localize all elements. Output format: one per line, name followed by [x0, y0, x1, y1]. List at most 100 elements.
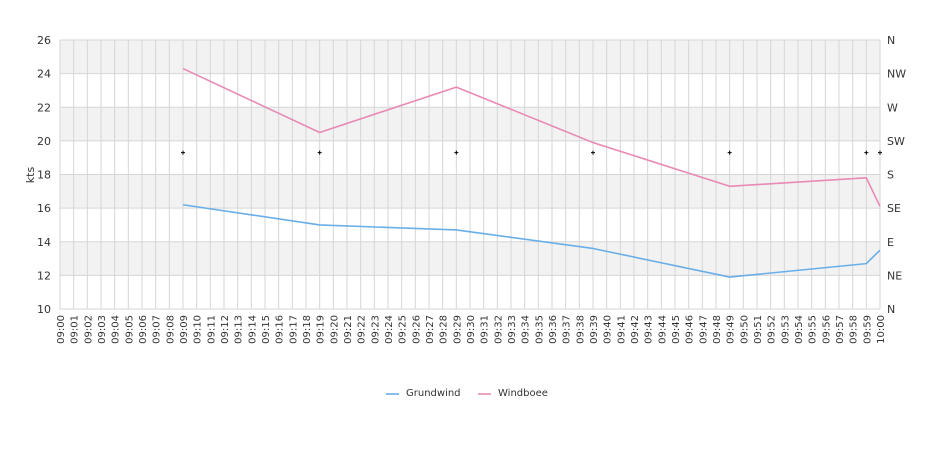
x-tick-label: 09:15 [261, 315, 272, 344]
direction-marker [181, 150, 185, 155]
x-tick-label: 09:07 [152, 315, 163, 344]
x-tick-label: 09:28 [439, 315, 450, 344]
x-tick-label: 09:13 [234, 315, 245, 344]
direction-marker [454, 150, 459, 155]
x-tick-label: 09:48 [712, 315, 723, 344]
x-tick-label: 09:47 [698, 315, 709, 344]
x-tick-label: 09:24 [384, 315, 395, 344]
x-tick-label: 09:56 [821, 315, 832, 344]
x-tick-label: 09:05 [124, 315, 135, 344]
x-axis-ticks: 09:00 09:01 09:02 09:03 09:04 09:05 09:06 09:07… [56, 315, 887, 344]
x-tick-label: 09:46 [685, 315, 696, 344]
series-line-grundwind [182, 203, 881, 278]
x-tick-label: 09:02 [83, 315, 94, 344]
x-tick-label: 09:16 [275, 315, 286, 344]
x-tick-label: 09:36 [548, 315, 559, 344]
direction-marker [317, 150, 322, 155]
y-tick-label: 20 [37, 135, 51, 148]
series-lines [182, 67, 881, 278]
x-tick-label: 09:50 [739, 315, 750, 344]
x-tick-label: 09:27 [425, 315, 436, 344]
x-tick-label: 09:14 [247, 315, 258, 344]
legend-label: Windboee [498, 388, 548, 399]
y-tick-label: 16 [37, 202, 51, 215]
x-tick-label: 09:30 [466, 315, 477, 344]
x-tick-label: 09:19 [316, 315, 327, 344]
x-tick-label: 09:06 [138, 315, 149, 344]
x-tick-label: 09:58 [849, 315, 860, 344]
x-tick-label: 09:25 [398, 315, 409, 344]
x-tick-label: 09:43 [644, 315, 655, 344]
x-tick-label: 09:53 [780, 315, 791, 344]
x-tick-label: 09:21 [343, 315, 354, 344]
x-tick-label: 09:51 [753, 315, 764, 344]
direction-marker [864, 150, 869, 155]
x-tick-label: 09:59 [862, 315, 873, 344]
x-tick-label: 09:32 [493, 315, 504, 344]
x-tick-label: 09:09 [179, 315, 190, 344]
x-tick-label: 09:44 [657, 315, 668, 344]
x-tick-label: 09:23 [370, 315, 381, 344]
x-tick-label: 09:55 [808, 315, 819, 344]
x-tick-label: 09:39 [589, 315, 600, 344]
x-tick-label: 09:54 [794, 315, 805, 344]
direction-marker [591, 150, 595, 155]
legend-item-grundwind[interactable]: Grundwind [386, 388, 461, 399]
x-tick-label: 09:11 [206, 315, 217, 344]
y2-tick-label: N [887, 34, 895, 47]
y2-tick-label: NW [887, 68, 906, 81]
y2-tick-label: S [887, 169, 894, 182]
series-line-windboee [182, 67, 881, 207]
x-tick-label: 09:38 [575, 315, 586, 344]
x-tick-label: 09:31 [480, 315, 491, 344]
y-tick-label: 14 [37, 236, 51, 249]
x-tick-label: 09:40 [603, 315, 614, 344]
y-tick-label: 18 [37, 169, 51, 182]
x-tick-label: 09:57 [835, 315, 846, 344]
y-tick-label: 22 [37, 101, 51, 114]
y2-tick-label: SE [887, 202, 901, 215]
y-axis-title: kts [24, 167, 37, 184]
direction-marker [727, 150, 732, 155]
x-tick-label: 09:34 [521, 315, 532, 344]
x-tick-label: 09:17 [288, 315, 299, 344]
x-tick-label: 10:00 [876, 315, 887, 344]
y2-tick-label: E [887, 236, 894, 249]
x-tick-label: 09:33 [507, 315, 518, 344]
x-tick-label: 09:04 [111, 315, 122, 344]
y2-tick-label: N [887, 303, 895, 316]
legend-item-windboee[interactable]: Windboee [478, 388, 548, 399]
x-tick-label: 09:00 [56, 315, 67, 344]
direction-marker [878, 150, 882, 155]
x-tick-label: 09:12 [220, 315, 231, 344]
y-tick-label: 10 [37, 303, 51, 316]
x-tick-label: 09:29 [452, 315, 463, 344]
y2-tick-label: SW [887, 135, 905, 148]
x-tick-label: 09:08 [165, 315, 176, 344]
y2-axis-ticks: N NE E SE S SW W NW N [887, 34, 906, 316]
legend-label: Grundwind [406, 388, 461, 399]
direction-markers [181, 150, 882, 155]
x-tick-label: 09:41 [616, 315, 627, 344]
y2-tick-label: W [887, 101, 898, 114]
x-tick-label: 09:52 [767, 315, 778, 344]
x-tick-label: 09:20 [329, 315, 340, 344]
x-tick-label: 09:03 [97, 315, 108, 344]
x-tick-label: 09:22 [357, 315, 368, 344]
x-tick-label: 09:37 [562, 315, 573, 344]
x-tick-label: 09:49 [726, 315, 737, 344]
y2-tick-label: NE [887, 269, 902, 282]
y-tick-label: 26 [37, 34, 51, 47]
x-tick-label: 09:10 [193, 315, 204, 344]
x-tick-label: 09:26 [411, 315, 422, 344]
x-tick-label: 09:01 [70, 315, 81, 344]
x-tick-label: 09:18 [302, 315, 313, 344]
x-tick-label: 09:45 [671, 315, 682, 344]
legend[interactable]: Grundwind Windboee [386, 388, 548, 399]
x-tick-label: 09:35 [534, 315, 545, 344]
x-tick-label: 09:42 [630, 315, 641, 344]
y-axis-ticks: 10 12 14 16 18 20 22 24 26 [37, 34, 51, 316]
y-tick-label: 24 [37, 68, 51, 81]
y-tick-label: 12 [37, 269, 51, 282]
